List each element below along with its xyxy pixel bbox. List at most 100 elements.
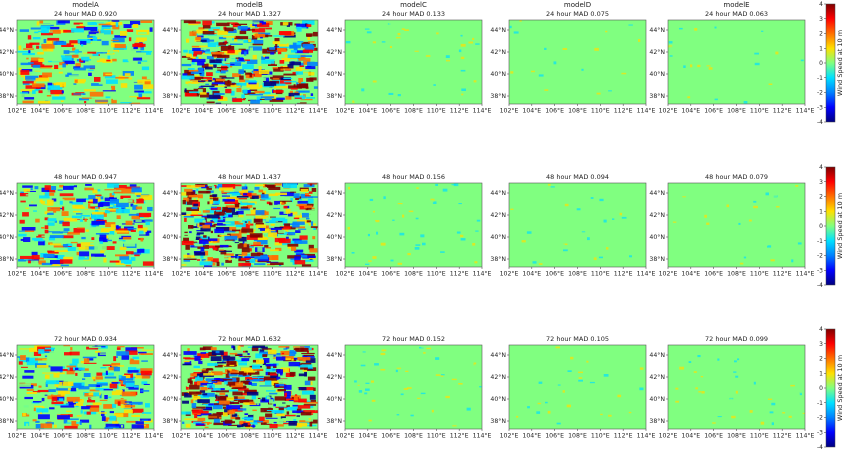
x-tick-label: 112°E [286,270,305,278]
panel-title: 72 hour MAD 0.934 [54,335,117,343]
y-tick-label: 44°N [326,189,342,197]
x-tick-label: 114°E [145,107,164,115]
panel-field [509,346,644,428]
x-tick-label: 108°E [76,107,95,115]
panel-field [181,183,318,267]
x-tick-label: 110°E [427,107,446,115]
y-tick-label: 40°N [490,70,506,78]
y-tick-label: 40°N [162,70,178,78]
x-tick-label: 104°E [522,432,541,440]
panel-modelC-48h: 48 hour MAD 0.156 102°E 104°E 106°E 108°E 110… [326,173,491,278]
x-tick-label: 108°E [568,107,587,115]
y-tick-label: 42°N [649,211,665,219]
y-tick-label: 42°N [490,48,506,56]
x-tick-label: 102°E [500,107,519,115]
y-tick-label: 38°N [326,417,342,425]
y-tick-label: 44°N [490,26,506,34]
x-tick-label: 110°E [750,432,769,440]
x-tick-label: 112°E [614,107,633,115]
colorbar-tick: -2 [817,415,823,422]
y-tick-label: 40°N [0,395,14,403]
colorbar-label: Wind Speed at 10 m [836,355,844,421]
x-tick-label: 108°E [568,270,587,278]
x-tick-label: 112°E [773,270,792,278]
y-tick-label: 38°N [162,92,178,100]
y-tick-label: 40°N [326,233,342,241]
x-tick-label: 106°E [381,432,400,440]
x-tick-label: 106°E [545,270,564,278]
x-tick-label: 112°E [614,432,633,440]
panel-field [668,23,804,104]
y-tick-label: 38°N [0,255,14,263]
x-tick-label: 102°E [659,270,678,278]
colorbar-tick: -2 [817,253,823,260]
x-tick-label: 114°E [309,270,328,278]
colorbar-tick: 4 [819,326,823,333]
colorbar-tick: -3 [817,267,823,274]
panel-field [671,345,805,429]
panel-title: 72 hour MAD 1.632 [218,335,281,343]
x-tick-label: 110°E [99,270,118,278]
colorbar-tick: 3 [819,341,823,348]
colorbar-tick: 3 [819,179,823,186]
x-tick-label: 114°E [145,270,164,278]
y-tick-label: 40°N [326,395,342,403]
x-tick-label: 112°E [614,270,633,278]
column-header-modelD: modelD [564,1,591,9]
y-tick-label: 44°N [490,351,506,359]
x-tick-label: 114°E [796,432,815,440]
y-tick-label: 44°N [326,351,342,359]
panel-modelE-48h: 48 hour MAD 0.079 102°E 104°E 106°E 108°E 110… [649,173,814,278]
x-tick-label: 102°E [172,432,191,440]
y-tick-label: 44°N [0,351,14,359]
x-tick-label: 106°E [53,432,72,440]
y-tick-label: 40°N [649,233,665,241]
colorbar-tick: -4 [817,444,823,450]
y-tick-label: 38°N [490,417,506,425]
x-tick-label: 106°E [53,270,72,278]
panel-title: 72 hour MAD 0.152 [382,335,445,343]
panel-field [346,183,481,266]
x-tick-label: 102°E [500,432,519,440]
x-tick-label: 110°E [263,107,282,115]
x-tick-label: 108°E [727,432,746,440]
colorbar-tick: 0 [819,223,823,230]
colorbar-tick: 1 [819,370,823,377]
x-tick-label: 104°E [681,432,700,440]
x-tick-label: 112°E [773,432,792,440]
x-tick-label: 110°E [427,432,446,440]
colorbar-tick: 2 [819,31,823,38]
y-tick-label: 42°N [162,211,178,219]
y-tick-label: 38°N [649,417,665,425]
y-tick-label: 42°N [162,48,178,56]
colorbar-tick: -4 [817,119,823,126]
panel-modelC-72h: 72 hour MAD 0.152 102°E 104°E 106°E 108°E 110… [326,335,491,440]
x-tick-label: 110°E [263,432,282,440]
x-tick-label: 108°E [404,270,423,278]
y-tick-label: 42°N [490,211,506,219]
x-tick-label: 106°E [545,107,564,115]
colorbar-tick: 1 [819,45,823,52]
x-tick-label: 102°E [8,432,27,440]
y-tick-label: 38°N [490,255,506,263]
x-tick-label: 108°E [240,432,259,440]
x-tick-label: 108°E [727,270,746,278]
y-tick-label: 38°N [162,255,178,263]
y-tick-label: 38°N [490,92,506,100]
panel-modelA-48h: 48 hour MAD 0.947 102°E 104°E 106°E 108°E 110… [0,173,163,278]
panel-modelB-24h: 24 hour MAD 1.327 102°E 104°E 106°E 108°E 110… [162,10,327,115]
y-tick-label: 38°N [326,92,342,100]
x-tick-label: 104°E [30,270,49,278]
x-tick-label: 108°E [240,107,259,115]
colorbar-label: Wind Speed at 10 m [836,30,844,96]
x-tick-label: 110°E [99,107,118,115]
x-tick-label: 110°E [99,432,118,440]
y-tick-label: 44°N [326,26,342,34]
x-tick-label: 114°E [637,107,656,115]
panel-title: 48 hour MAD 0.947 [54,173,117,181]
x-tick-label: 114°E [309,107,328,115]
panel-title: 72 hour MAD 0.105 [546,335,609,343]
y-tick-label: 38°N [162,417,178,425]
x-tick-label: 106°E [217,107,236,115]
x-tick-label: 110°E [750,270,769,278]
